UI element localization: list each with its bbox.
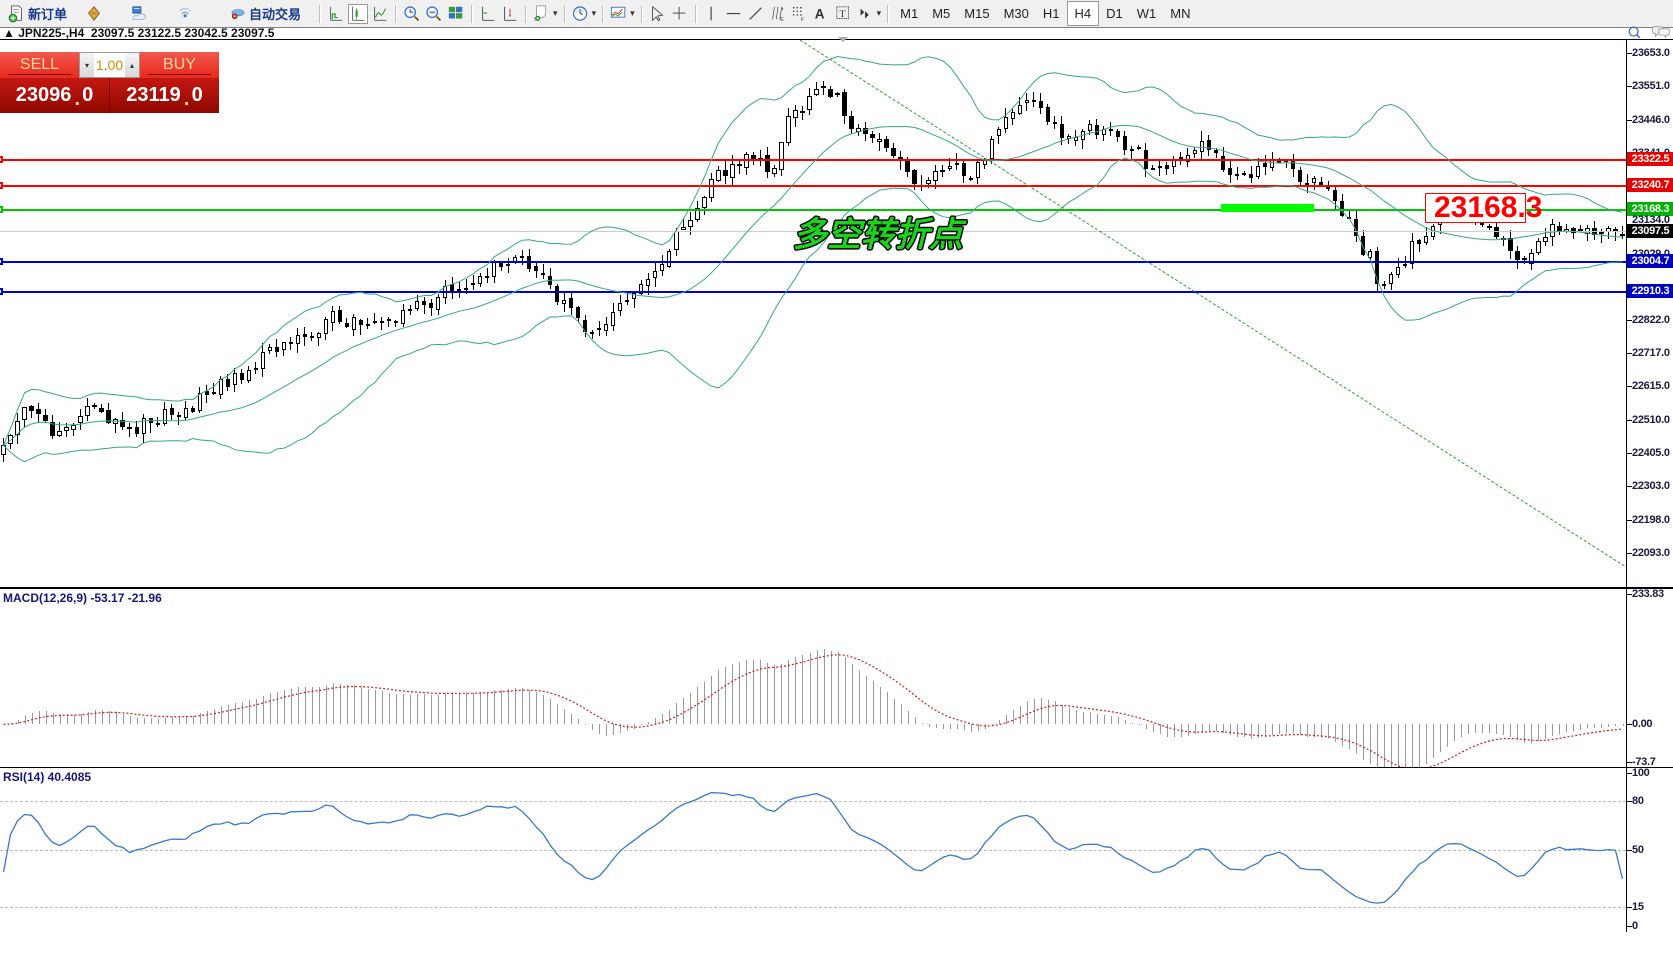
svg-text:E: E: [780, 16, 784, 22]
svg-text:T: T: [839, 9, 845, 20]
svg-text:F: F: [801, 16, 805, 22]
svg-text:A: A: [814, 6, 824, 21]
